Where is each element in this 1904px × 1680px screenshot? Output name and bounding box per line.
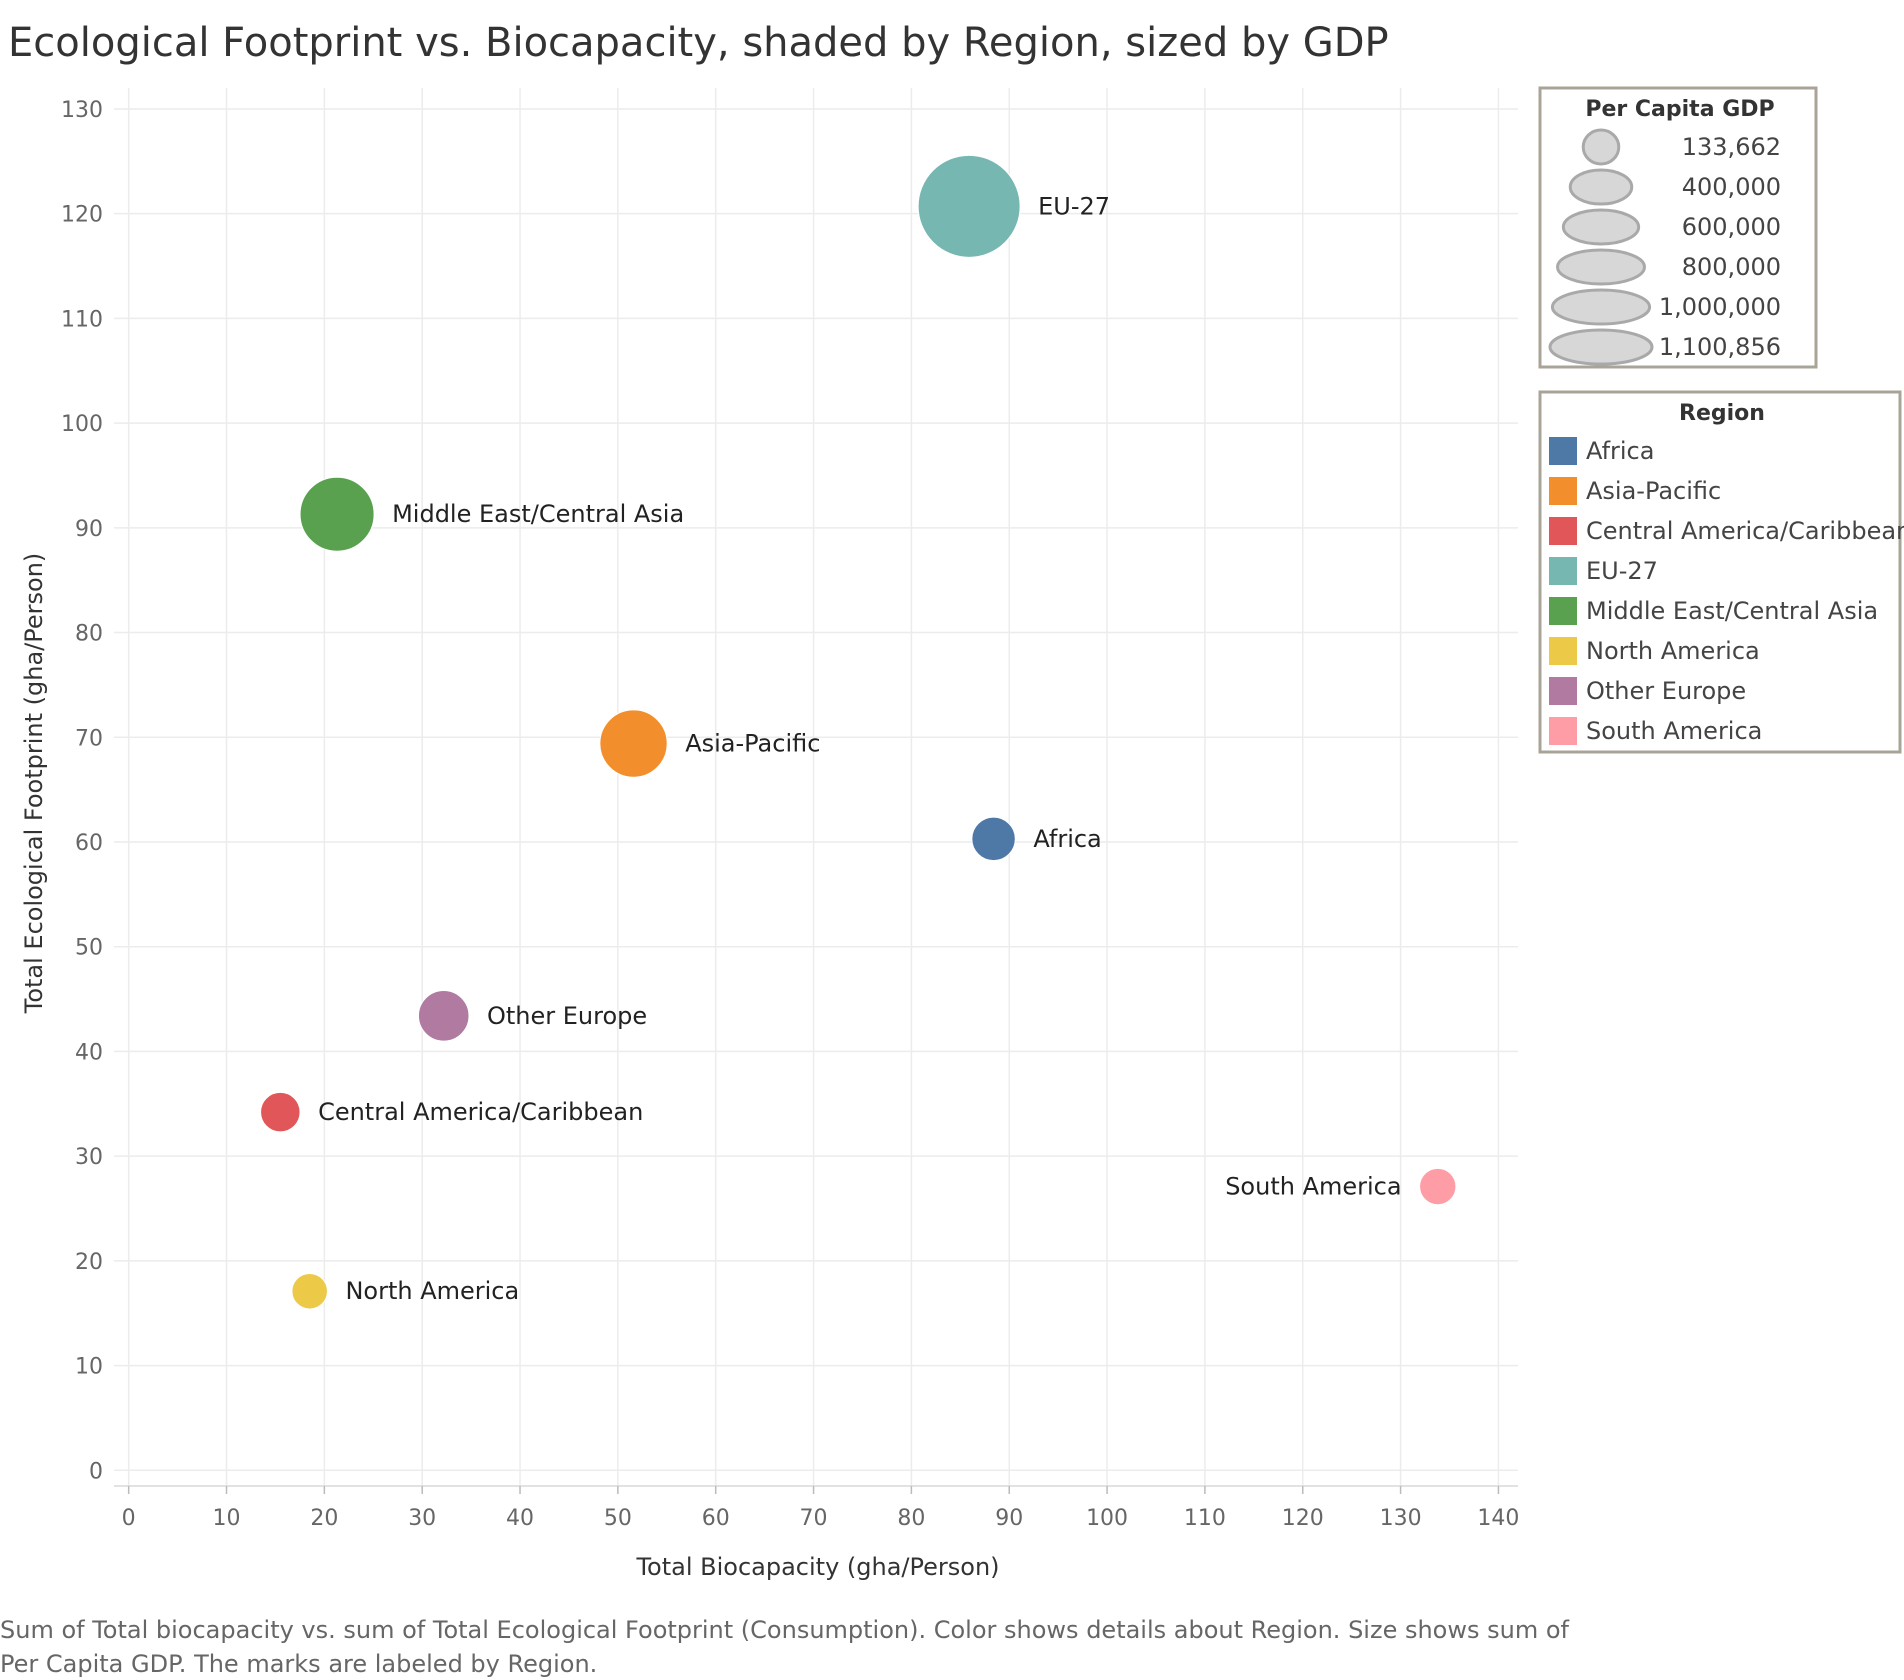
size-legend: Per Capita GDP 133,662 400,000 600,000 800,… (1538, 86, 1818, 369)
size-legend-label: 800,000 (1682, 253, 1781, 281)
y-tick-label: 70 (75, 726, 103, 751)
data-point (917, 154, 1021, 258)
x-tick-label: 130 (1380, 1506, 1422, 1531)
data-point-label: Africa (1033, 825, 1101, 853)
color-legend-swatch (1549, 477, 1577, 505)
data-point-label: EU-27 (1038, 192, 1110, 220)
x-tick-label: 110 (1184, 1506, 1226, 1531)
data-points: EU-27 Middle East/Central Asia Asia-Pacifi… (260, 154, 1457, 1310)
x-tick-label: 30 (408, 1506, 436, 1531)
color-legend-items: Africa Asia-Pacific Central America/Caribb… (1549, 437, 1904, 745)
size-legend-label: 1,100,856 (1659, 333, 1781, 361)
x-tick-label: 20 (310, 1506, 338, 1531)
x-tick-label: 140 (1477, 1506, 1519, 1531)
color-legend-label: Asia-Pacific (1586, 477, 1721, 505)
data-point-label: Middle East/Central Asia (392, 500, 684, 528)
footnote-line-1: Sum of Total biocapacity vs. sum of Tota… (0, 1616, 1570, 1644)
y-tick-label: 30 (75, 1145, 103, 1170)
size-legend-label: 133,662 (1682, 133, 1781, 161)
y-tick-label: 130 (61, 98, 103, 123)
size-legend-title: Per Capita GDP (1585, 97, 1774, 122)
x-tick-label: 80 (897, 1506, 925, 1531)
x-tick-label: 10 (213, 1506, 241, 1531)
color-legend-swatch (1549, 557, 1577, 585)
x-tick-label: 60 (702, 1506, 730, 1531)
y-tick-label: 10 (75, 1355, 103, 1380)
y-tick-label: 60 (75, 831, 103, 856)
color-legend-swatch (1549, 517, 1577, 545)
data-point-label: Asia-Pacific (685, 730, 820, 758)
size-legend-swatch (1556, 248, 1646, 286)
y-tick-label: 120 (61, 203, 103, 228)
color-legend: Region Africa Asia-Pacific Central America… (1538, 390, 1904, 754)
y-tick-label: 50 (75, 936, 103, 961)
color-legend-label: Middle East/Central Asia (1586, 597, 1878, 625)
color-legend-frame (1538, 390, 1902, 754)
color-legend-label: Central America/Caribbean (1586, 517, 1904, 545)
data-point (1419, 1167, 1457, 1206)
size-legend-swatch (1550, 288, 1652, 326)
data-point (971, 816, 1016, 862)
data-point-label: Other Europe (487, 1002, 647, 1030)
y-tick-label: 90 (75, 517, 103, 542)
data-point (260, 1091, 301, 1133)
grid-lines (114, 88, 1518, 1487)
y-tick-label: 110 (61, 307, 103, 332)
data-point-label: South America (1225, 1173, 1401, 1201)
y-tick-label: 100 (61, 412, 103, 437)
x-tick-label: 50 (604, 1506, 632, 1531)
size-legend-items: 133,662 400,000 600,000 800,000 1,000,000 1,1… (1548, 128, 1781, 366)
chart-title: Ecological Footprint vs. Biocapacity, sh… (8, 20, 1389, 66)
size-legend-swatch (1568, 168, 1634, 206)
y-axis-label: Total Ecological Footprint (gha/Person) (20, 553, 48, 1015)
data-point (599, 709, 668, 778)
y-tick-label: 80 (75, 622, 103, 647)
color-legend-swatch (1549, 437, 1577, 465)
size-legend-swatch (1548, 328, 1654, 366)
x-tick-label: 0 (122, 1506, 136, 1531)
x-tick-label: 40 (506, 1506, 534, 1531)
color-legend-swatch (1549, 677, 1577, 705)
size-legend-label: 600,000 (1682, 213, 1781, 241)
color-legend-title: Region (1679, 401, 1765, 426)
size-legend-swatch (1581, 128, 1621, 166)
color-legend-swatch (1549, 717, 1577, 745)
size-legend-label: 400,000 (1682, 173, 1781, 201)
color-legend-label: North America (1586, 637, 1760, 665)
color-legend-label: Africa (1586, 437, 1654, 465)
color-legend-label: South America (1586, 717, 1762, 745)
x-tick-label: 100 (1086, 1506, 1128, 1531)
x-axis-ticks: 0 10 20 30 40 50 60 70 80 90 100 110 120 130 140 (122, 1486, 1519, 1531)
data-point (291, 1272, 328, 1310)
data-point-label: North America (345, 1277, 519, 1305)
x-tick-label: 120 (1282, 1506, 1324, 1531)
color-legend-label: EU-27 (1586, 557, 1658, 585)
y-tick-label: 0 (89, 1459, 103, 1484)
footnote-line-2: Per Capita GDP. The marks are labeled by… (0, 1650, 597, 1678)
color-legend-swatch (1549, 637, 1577, 665)
data-point (299, 476, 375, 552)
color-legend-label: Other Europe (1586, 677, 1746, 705)
data-point (417, 990, 470, 1042)
size-legend-label: 1,000,000 (1659, 293, 1781, 321)
y-tick-label: 40 (75, 1040, 103, 1065)
x-tick-label: 90 (995, 1506, 1023, 1531)
size-legend-swatch (1561, 208, 1641, 246)
y-tick-label: 20 (75, 1250, 103, 1275)
color-legend-swatch (1549, 597, 1577, 625)
data-point-label: Central America/Caribbean (318, 1098, 643, 1126)
x-axis-label: Total Biocapacity (gha/Person) (635, 1553, 999, 1581)
y-axis-ticks: 0 10 20 30 40 50 60 70 80 90 100 110 120 130 (61, 98, 103, 1484)
x-tick-label: 70 (800, 1506, 828, 1531)
